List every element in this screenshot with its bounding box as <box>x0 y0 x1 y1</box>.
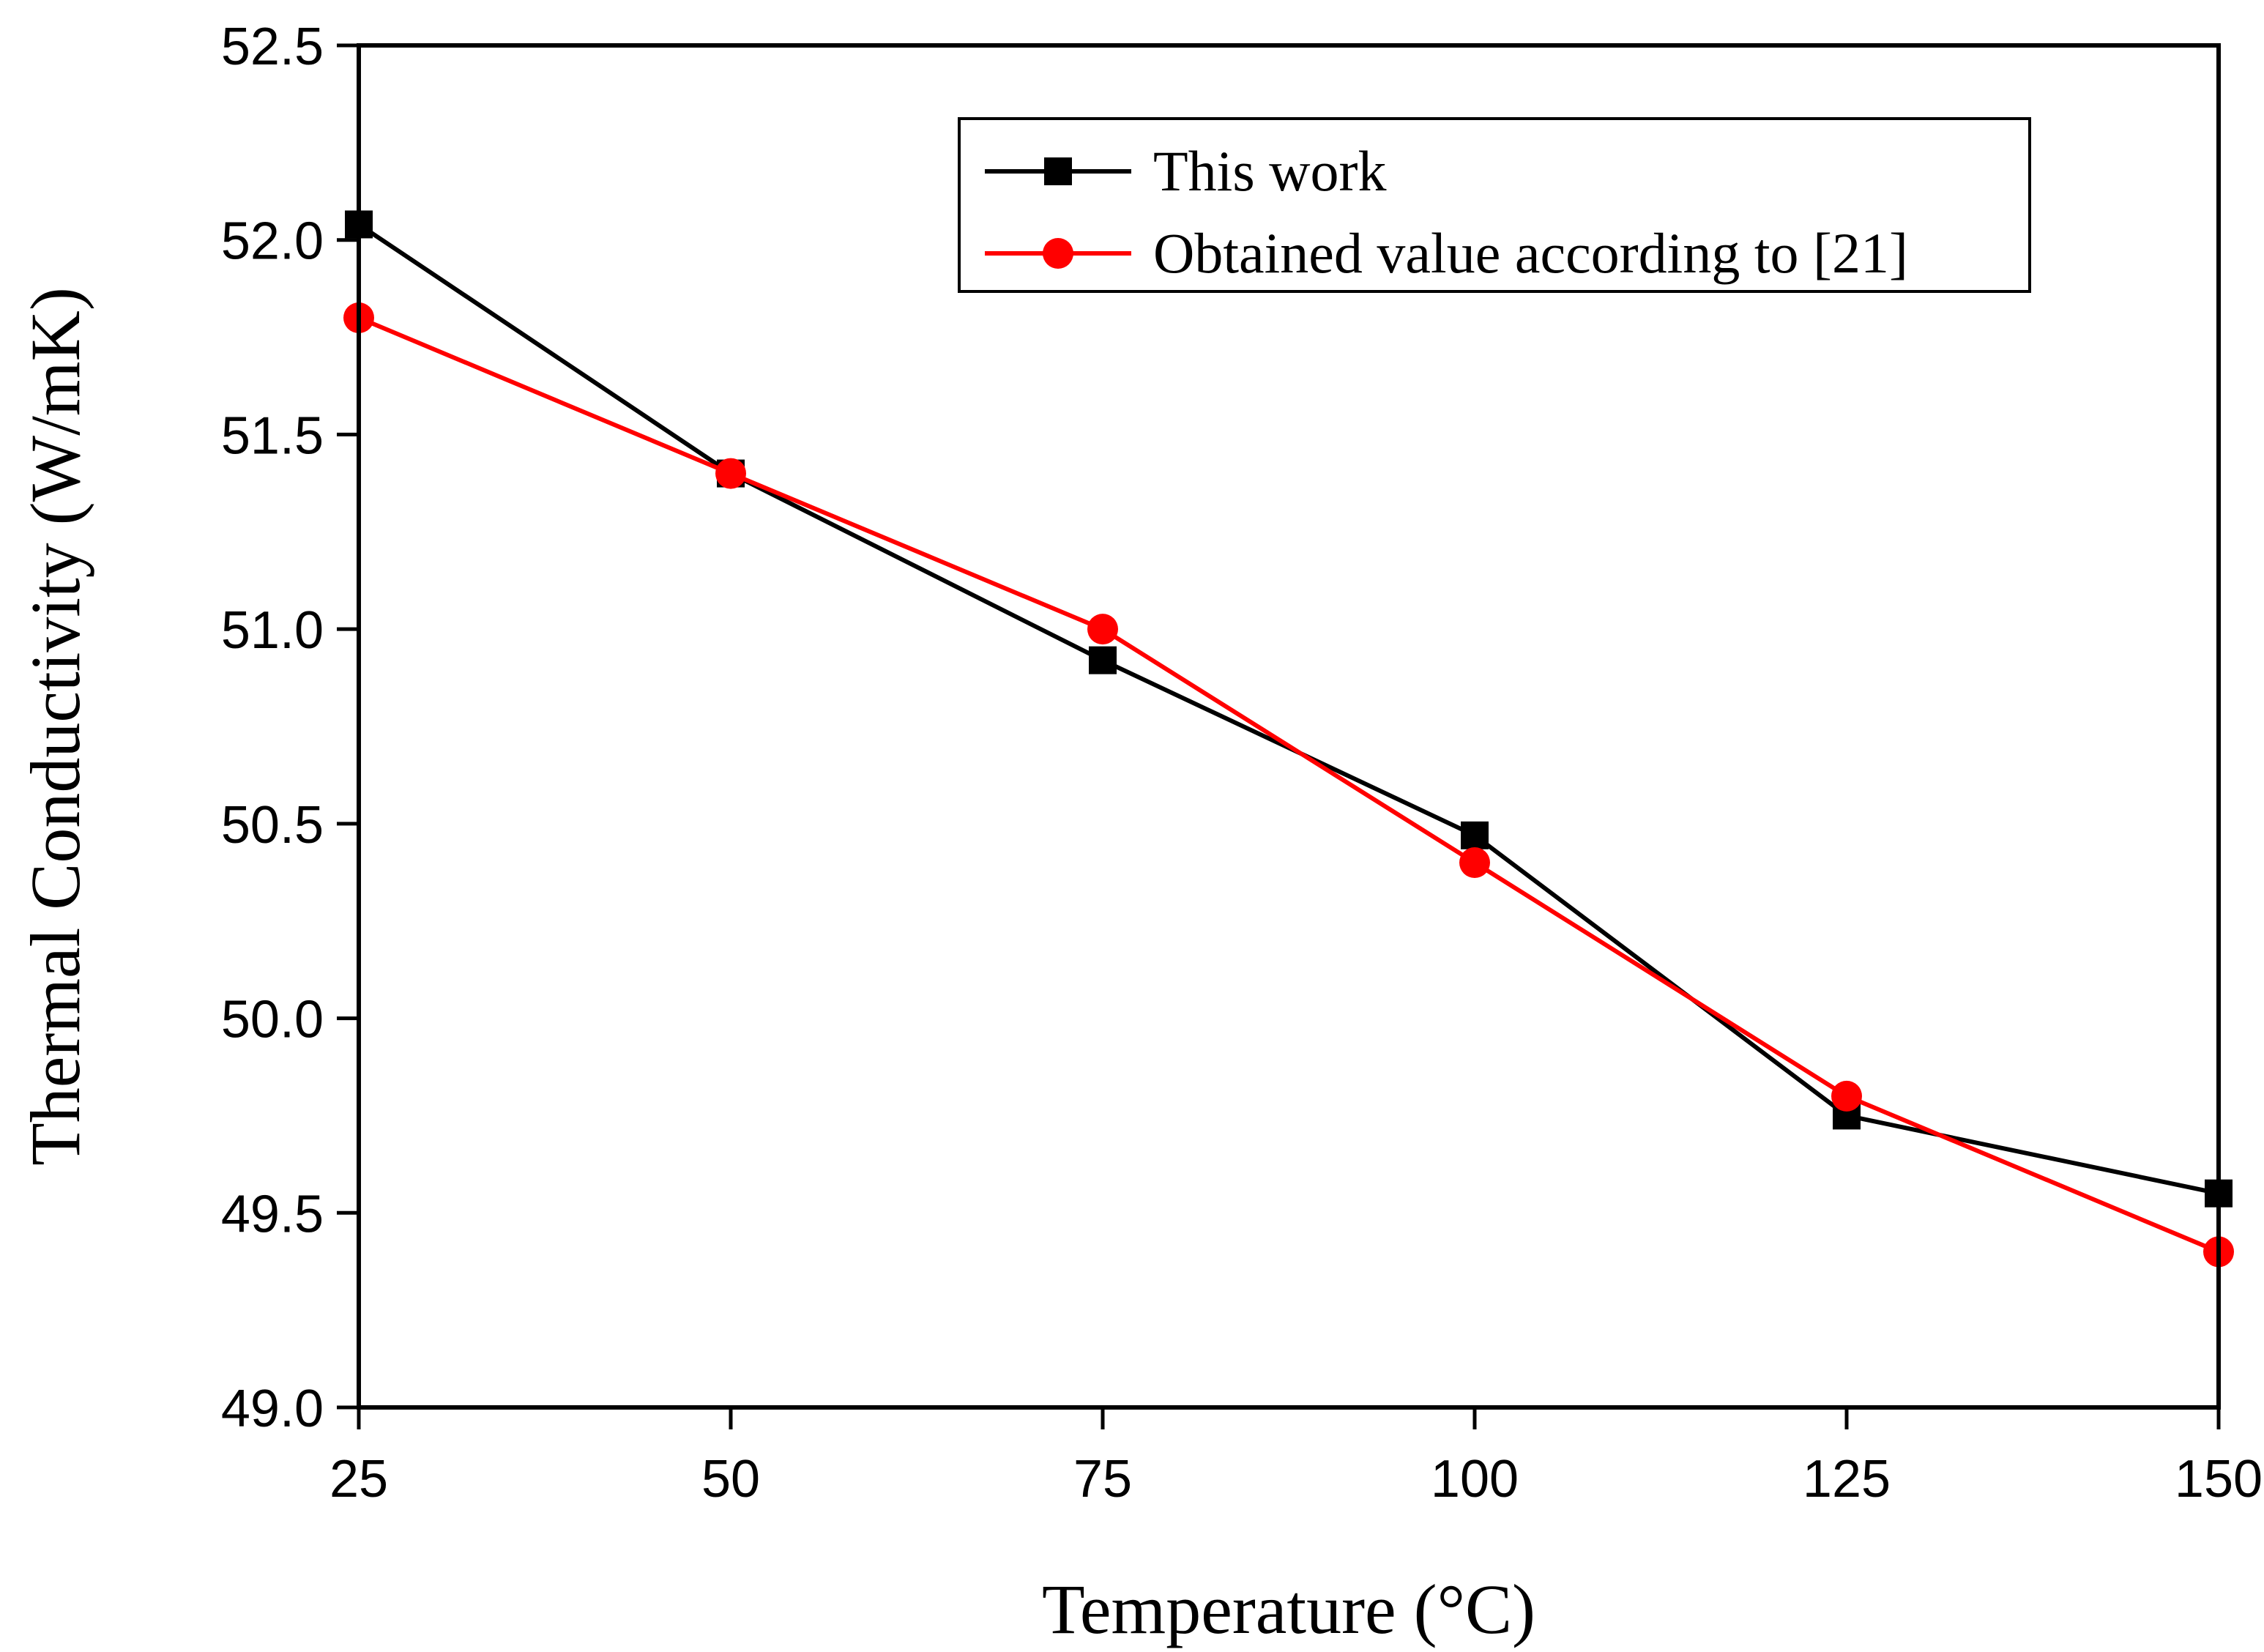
plot-frame <box>357 43 2221 1410</box>
legend-box <box>958 117 2031 293</box>
ticks-layer: 25 50 75 100 125 150 49.0 49.5 50.0 50.5 51.0 51.5 5… <box>221 18 2263 1508</box>
y-tick-label: 50.5 <box>221 796 324 855</box>
data-point-this-work <box>1089 646 1117 674</box>
legend-label-reference: Obtained value according to [21] <box>1153 221 1908 285</box>
legend-items: This work Obtained value according to [21… <box>985 139 1908 285</box>
data-point-reference <box>1831 1080 1862 1112</box>
legend-label-this-work: This work <box>1153 139 1386 203</box>
series-line-this-work <box>357 222 2219 1196</box>
y-tick-label: 51.5 <box>221 406 324 465</box>
y-tick-label: 49.0 <box>221 1380 324 1438</box>
x-tick-label: 75 <box>1073 1450 1132 1508</box>
x-tick-label: 50 <box>701 1450 760 1508</box>
x-tick-label: 100 <box>1431 1450 1519 1508</box>
legend: This work Obtained value according to [21… <box>958 117 2031 293</box>
y-tick-label: 52.5 <box>221 18 324 76</box>
y-axis-title: Thermal Conductivity (W/mK) <box>16 287 94 1166</box>
x-tick-label: 25 <box>329 1450 388 1508</box>
x-tick-label: 150 <box>2175 1450 2263 1508</box>
series-line-reference <box>357 316 2220 1254</box>
data-point-reference <box>1459 847 1490 878</box>
x-tick-label: 125 <box>1803 1450 1891 1508</box>
data-point-reference <box>1087 614 1118 645</box>
y-tick-label: 52.0 <box>221 212 324 271</box>
data-point-this-work <box>1461 821 1489 849</box>
legend-marker-this-work <box>1044 157 1072 185</box>
legend-marker-reference <box>1043 238 1073 269</box>
plot-layer <box>343 210 2234 1268</box>
y-tick-label: 50.0 <box>221 991 324 1049</box>
y-tick-label: 51.0 <box>221 601 324 660</box>
y-tick-label: 49.5 <box>221 1185 324 1243</box>
data-point-reference <box>715 458 746 489</box>
x-axis-title: Temperature (°C) <box>1042 1570 1535 1648</box>
